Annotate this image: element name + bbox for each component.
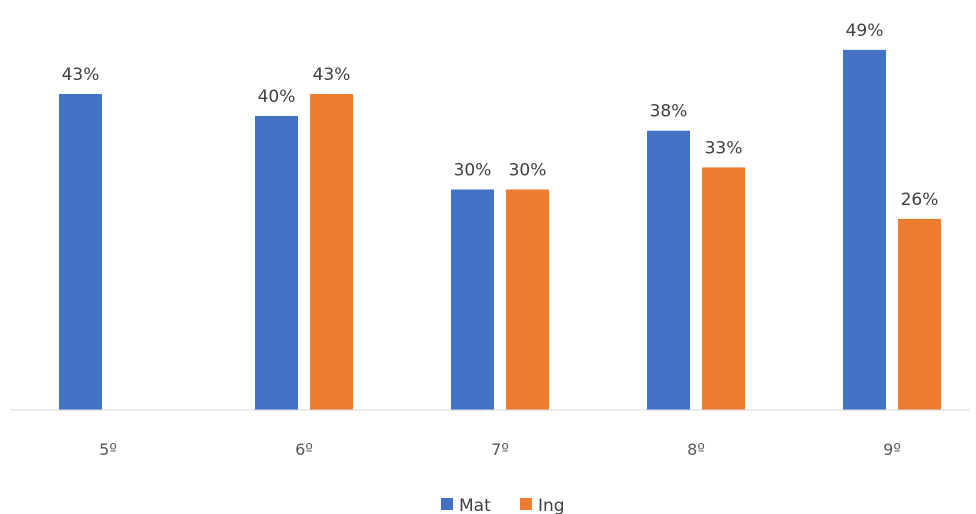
bar-mat-6: [255, 116, 298, 410]
data-label-mat-9: 49%: [846, 21, 884, 41]
data-label-mat-7: 30%: [454, 161, 492, 181]
data-label-mat-8: 38%: [650, 102, 688, 122]
x-tick-label: 5º: [99, 440, 117, 459]
legend-label-ing: Ing: [538, 496, 565, 514]
data-label-ing-9: 26%: [901, 190, 939, 210]
bar-ing-9: [898, 218, 941, 410]
bar-ing-7: [506, 189, 549, 410]
bar-mat-8: [647, 130, 690, 410]
data-label-ing-7: 30%: [509, 161, 547, 181]
x-tick-label: 6º: [295, 440, 313, 459]
bar-mat-5: [59, 93, 102, 410]
legend: Mat Ing: [441, 496, 565, 514]
bar-ing-8: [702, 167, 745, 410]
bars-layer: [59, 49, 941, 410]
data-label-mat-6: 40%: [258, 87, 296, 107]
x-tick-label: 8º: [687, 440, 705, 459]
x-tick-label: 9º: [883, 440, 901, 459]
x-tick-label: 7º: [491, 440, 509, 459]
bar-ing-6: [310, 93, 353, 410]
legend-swatch-mat: [441, 498, 453, 510]
data-label-mat-5: 43%: [62, 65, 100, 85]
data-labels: 43% 40% 43% 30% 30% 38% 33% 49% 26%: [62, 21, 939, 210]
legend-swatch-ing: [520, 498, 532, 510]
bar-mat-7: [451, 189, 494, 410]
data-label-ing-8: 33%: [705, 138, 743, 158]
x-tick-labels: 5º 6º 7º 8º 9º: [99, 440, 901, 459]
bar-mat-9: [843, 49, 886, 410]
data-label-ing-6: 43%: [313, 65, 351, 85]
legend-label-mat: Mat: [459, 496, 491, 514]
